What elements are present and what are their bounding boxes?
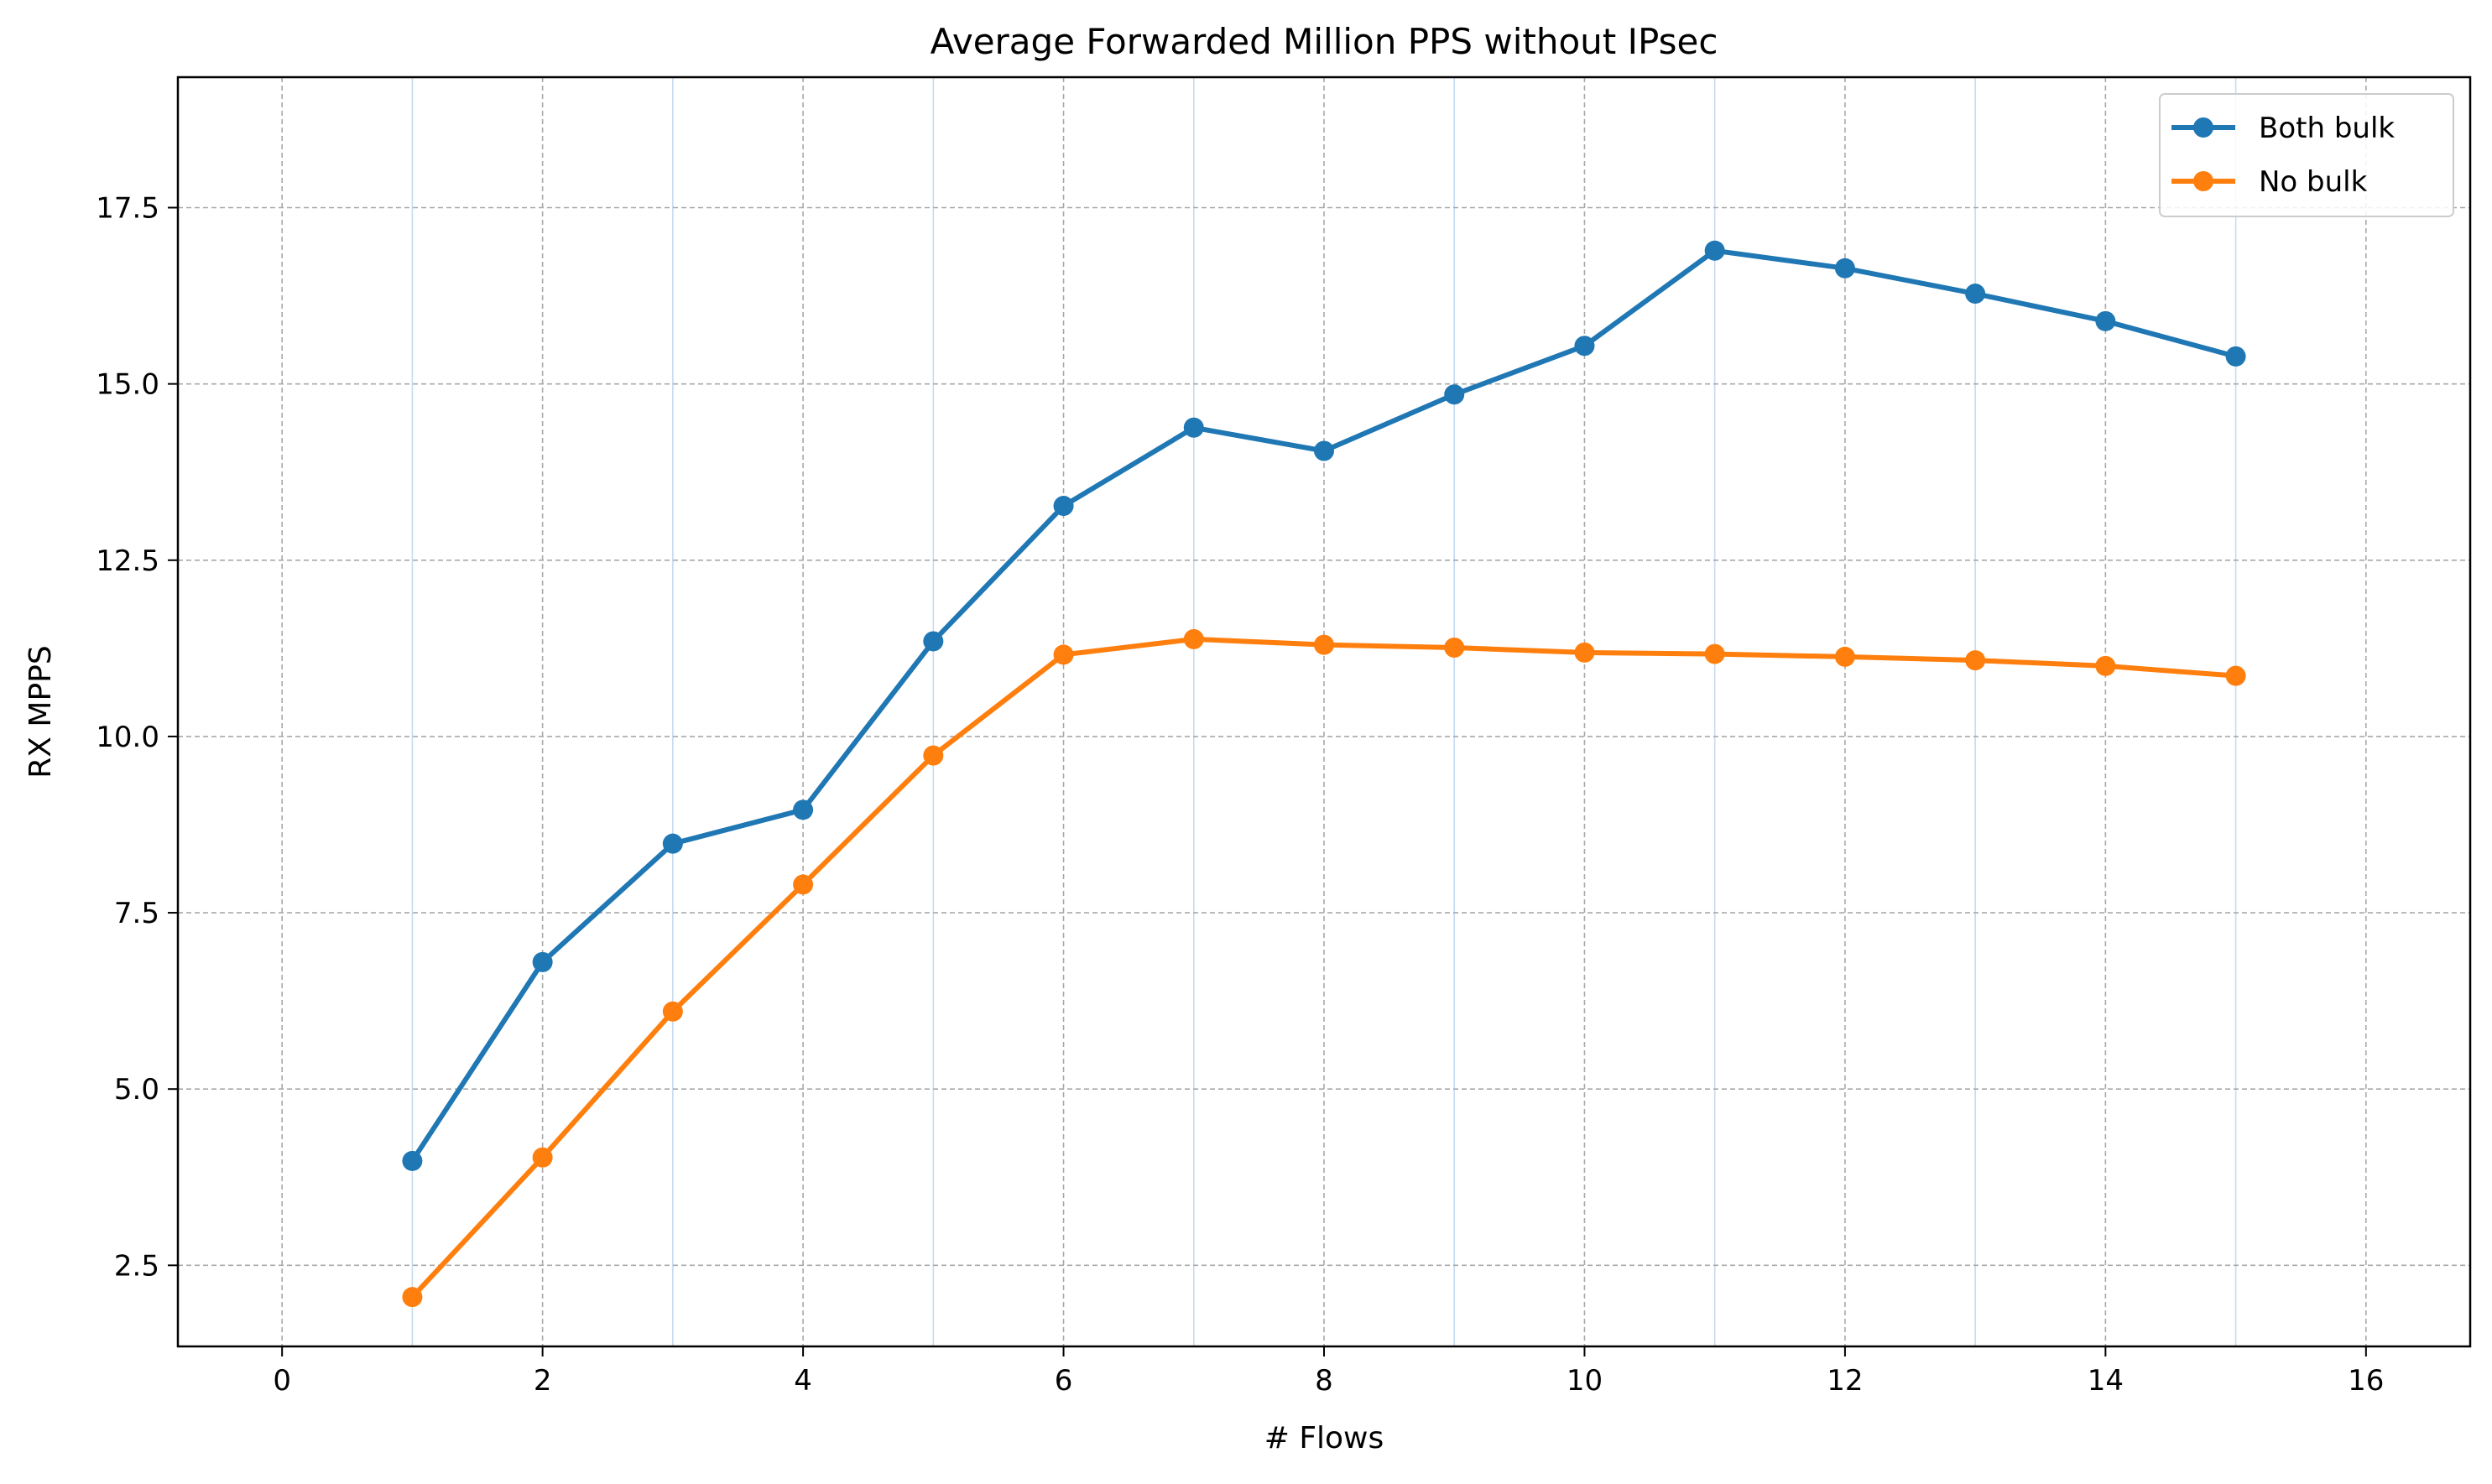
y-tick-label: 17.5 (96, 192, 159, 226)
legend: Both bulk No bulk (2159, 93, 2454, 217)
x-tick-label: 14 (2088, 1364, 2124, 1398)
y-tick-label: 5.0 (114, 1073, 159, 1106)
chart-title: Average Forwarded Million PPS without IP… (931, 21, 1718, 62)
data-point (1444, 638, 1465, 659)
y-axis-label: RX MPPS (23, 645, 58, 778)
data-point (923, 745, 944, 766)
legend-box (2159, 93, 2454, 217)
data-point (1314, 634, 1334, 655)
data-point (923, 631, 944, 652)
data-point (532, 951, 553, 972)
data-point (1183, 628, 1204, 649)
y-tick-label: 7.5 (114, 897, 159, 930)
x-tick-label: 4 (794, 1364, 812, 1398)
x-axis-label: # Flows (1264, 1421, 1384, 1455)
legend-label: Both bulk (2259, 112, 2395, 145)
series-group (402, 240, 2246, 1308)
data-point (2225, 346, 2246, 367)
data-point (1444, 384, 1465, 405)
legend-label: No bulk (2259, 165, 2368, 199)
series-0 (402, 240, 2246, 1171)
y-tick-label: 2.5 (114, 1249, 159, 1283)
x-tick-label: 6 (1055, 1364, 1073, 1398)
data-point (2095, 310, 2116, 331)
data-point (1183, 417, 1204, 438)
grid (178, 77, 2470, 1346)
x-tick-label: 10 (1567, 1364, 1603, 1398)
legend-marker (2193, 117, 2213, 138)
x-tick-label: 0 (273, 1364, 291, 1398)
data-point (1704, 240, 1725, 261)
data-point (1965, 284, 1986, 305)
data-point (1053, 644, 1074, 665)
data-point (1965, 650, 1986, 671)
data-point (402, 1287, 423, 1308)
data-point (793, 799, 814, 820)
data-point (2225, 665, 2246, 686)
data-point (1834, 258, 1855, 279)
data-point (1704, 643, 1725, 664)
data-point (2095, 655, 2116, 676)
x-tick-label: 2 (534, 1364, 552, 1398)
data-point (1834, 646, 1855, 667)
data-point (662, 1001, 683, 1022)
data-point (532, 1147, 553, 1168)
data-point (793, 874, 814, 895)
data-point (1314, 440, 1334, 461)
axes-ticks: 0 2 4 6 8 10 12 14 16 2.5 5.0 7.5 10.0 12.5 15.0 17.5 (96, 192, 2384, 1398)
legend-marker (2193, 171, 2213, 191)
data-point (1053, 496, 1074, 517)
series-1 (402, 628, 2246, 1308)
data-point (662, 833, 683, 854)
y-tick-label: 12.5 (96, 544, 159, 578)
data-point (1574, 642, 1595, 663)
x-tick-label: 16 (2348, 1364, 2384, 1398)
data-point (402, 1150, 423, 1171)
y-tick-label: 10.0 (96, 721, 159, 754)
x-tick-label: 8 (1315, 1364, 1333, 1398)
x-tick-label: 12 (1827, 1364, 1863, 1398)
y-tick-label: 15.0 (96, 368, 159, 402)
data-point (1574, 336, 1595, 357)
